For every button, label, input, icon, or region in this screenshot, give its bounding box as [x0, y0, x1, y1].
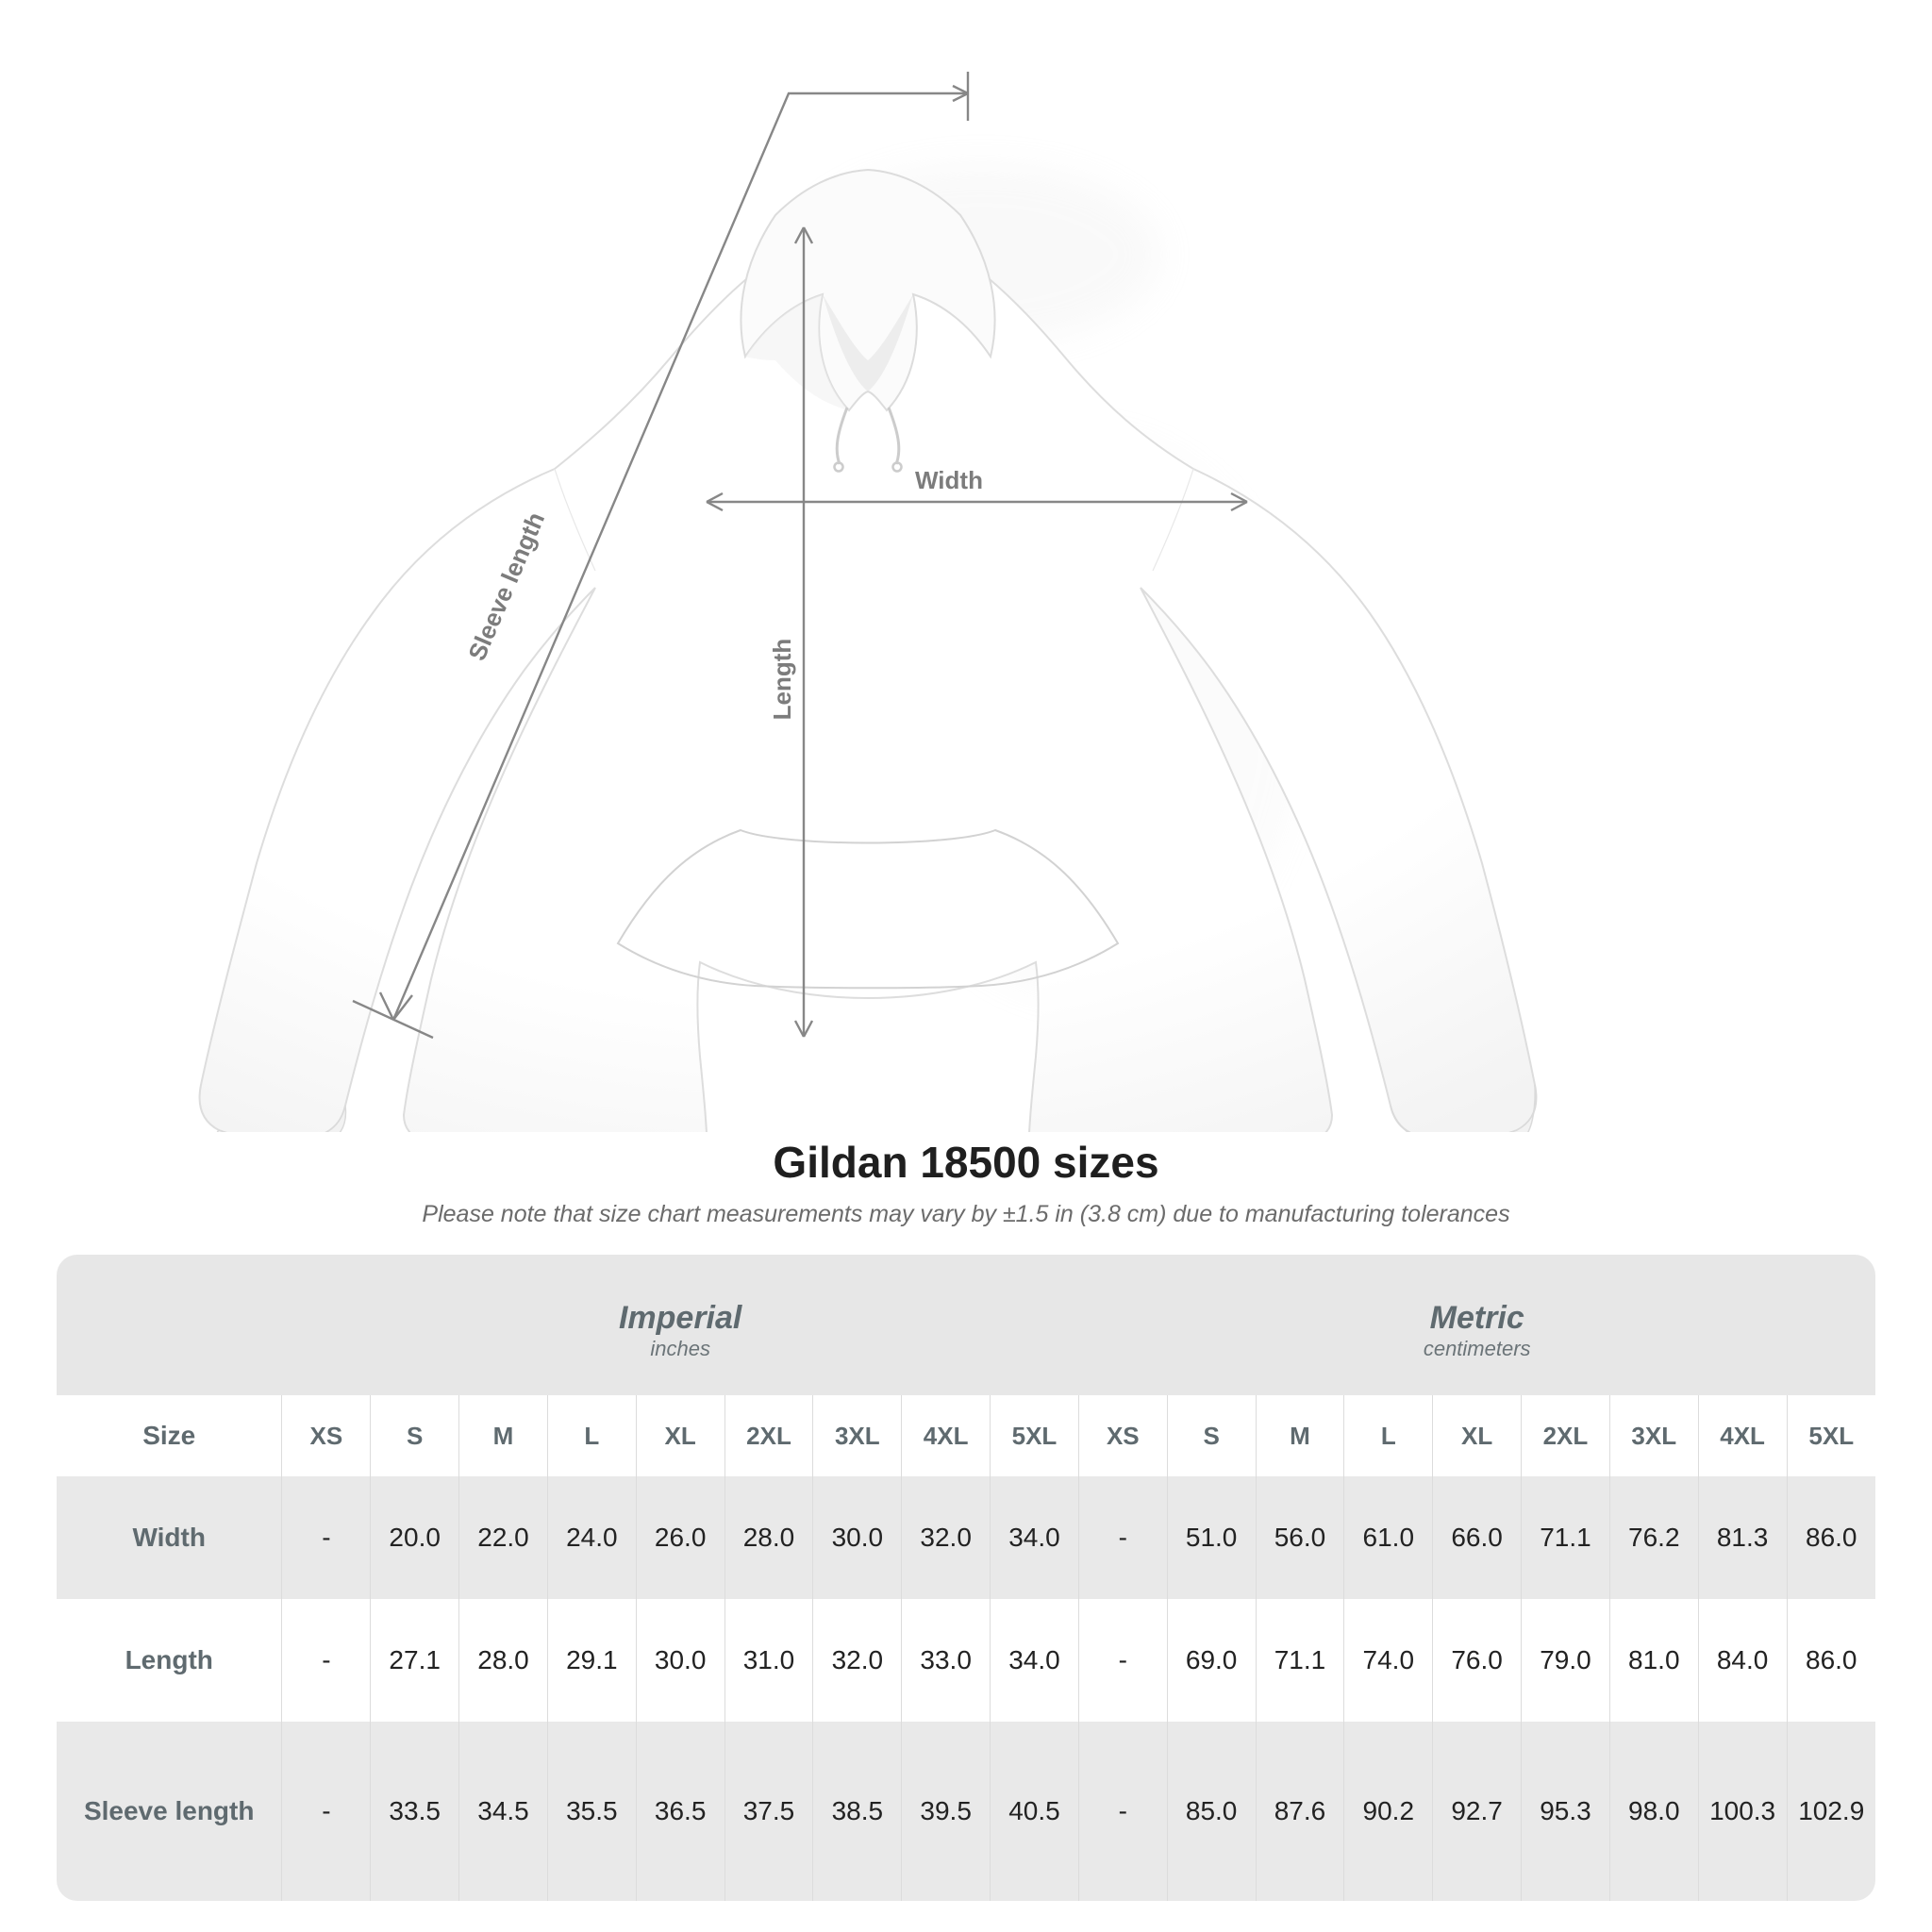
svg-text:Width: Width: [915, 466, 983, 494]
svg-text:Length: Length: [768, 639, 796, 721]
